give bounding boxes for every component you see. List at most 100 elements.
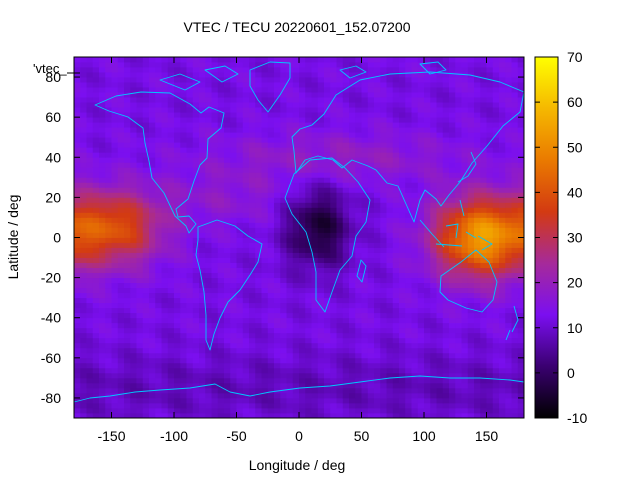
heatmap-cell xyxy=(424,297,431,304)
heatmap-cell xyxy=(424,292,431,299)
heatmap-cell xyxy=(80,162,87,168)
heatmap-cell xyxy=(180,327,187,334)
heatmap-cell xyxy=(305,232,312,238)
heatmap-cell xyxy=(180,322,187,329)
heatmap-cell xyxy=(349,282,356,289)
heatmap-cell xyxy=(161,257,169,263)
heatmap-cell xyxy=(467,412,475,419)
heatmap-cell xyxy=(342,252,350,258)
heatmap-cell xyxy=(274,322,281,329)
heatmap-cell xyxy=(505,137,512,143)
heatmap-cell xyxy=(392,312,400,319)
heatmap-cell xyxy=(74,267,81,273)
heatmap-cell xyxy=(224,247,231,253)
heatmap-cell xyxy=(199,412,206,419)
heatmap-cell xyxy=(199,252,206,258)
heatmap-cell xyxy=(155,327,162,334)
heatmap-cell xyxy=(186,327,194,334)
heatmap-cell xyxy=(317,142,325,148)
heatmap-cell xyxy=(511,147,519,153)
heatmap-cell xyxy=(361,172,369,178)
heatmap-cell xyxy=(517,117,525,123)
heatmap-cell xyxy=(374,362,381,369)
heatmap-cell xyxy=(74,167,81,173)
heatmap-cell xyxy=(311,162,319,168)
heatmap-cell xyxy=(411,307,419,314)
heatmap-cell xyxy=(292,397,300,404)
heatmap-cell xyxy=(242,227,250,233)
heatmap-cell xyxy=(380,92,387,98)
heatmap-cell xyxy=(467,77,475,83)
heatmap-cell xyxy=(367,382,375,389)
heatmap-cell xyxy=(149,367,156,374)
heatmap-cell xyxy=(442,317,450,324)
heatmap-cell xyxy=(486,232,494,238)
heatmap-cell xyxy=(255,342,262,349)
heatmap-cell xyxy=(317,317,325,324)
heatmap-cell xyxy=(499,317,506,324)
heatmap-cell xyxy=(367,342,375,349)
heatmap-cell xyxy=(167,87,175,93)
heatmap-cell xyxy=(505,287,512,294)
heatmap-cell xyxy=(92,317,100,324)
heatmap-cell xyxy=(80,252,87,258)
heatmap-cell xyxy=(380,82,387,88)
heatmap-cell xyxy=(455,82,462,88)
heatmap-cell xyxy=(436,262,444,268)
heatmap-cell xyxy=(99,342,106,349)
heatmap-cell xyxy=(180,302,187,309)
heatmap-cell xyxy=(99,412,106,419)
heatmap-cell xyxy=(217,262,225,268)
heatmap-cell xyxy=(361,207,369,213)
heatmap-cell xyxy=(399,237,406,243)
heatmap-cell xyxy=(155,307,162,314)
heatmap-cell xyxy=(99,192,106,198)
heatmap-cell xyxy=(467,197,475,203)
heatmap-cell xyxy=(386,342,394,349)
heatmap-cell xyxy=(74,327,81,334)
heatmap-cell xyxy=(342,222,350,228)
heatmap-cell xyxy=(367,392,375,399)
heatmap-cell xyxy=(92,82,100,88)
heatmap-cell xyxy=(511,257,519,263)
heatmap-cell xyxy=(392,257,400,263)
heatmap-cell xyxy=(417,257,425,263)
heatmap-cell xyxy=(292,352,300,359)
heatmap-cell xyxy=(430,302,437,309)
heatmap-cell xyxy=(499,402,506,409)
heatmap-cell xyxy=(386,382,394,389)
heatmap-cell xyxy=(211,82,219,88)
heatmap-cell xyxy=(205,172,212,178)
heatmap-cell xyxy=(367,237,375,243)
heatmap-cell xyxy=(317,167,325,173)
heatmap-cell xyxy=(167,377,175,384)
heatmap-cell xyxy=(224,72,231,78)
heatmap-cell xyxy=(461,272,469,279)
heatmap-cell xyxy=(117,132,125,138)
heatmap-cell xyxy=(267,272,275,279)
heatmap-cell xyxy=(361,127,369,133)
heatmap-cell xyxy=(105,222,112,228)
heatmap-cell xyxy=(111,202,119,208)
heatmap-cell xyxy=(255,297,262,304)
heatmap-cell xyxy=(86,267,94,273)
heatmap-cell xyxy=(217,292,225,299)
heatmap-cell xyxy=(361,332,369,339)
heatmap-cell xyxy=(86,127,94,133)
heatmap-cell xyxy=(105,182,112,188)
heatmap-cell xyxy=(480,237,487,243)
heatmap-cell xyxy=(480,292,487,299)
heatmap-cell xyxy=(105,362,112,369)
heatmap-cell xyxy=(492,97,500,103)
heatmap-cell xyxy=(236,257,244,263)
heatmap-cell xyxy=(174,107,181,113)
heatmap-cell xyxy=(261,247,269,253)
heatmap-cell xyxy=(261,182,269,188)
heatmap-cell xyxy=(105,277,112,284)
heatmap-cell xyxy=(492,87,500,93)
heatmap-cell xyxy=(99,242,106,248)
heatmap-cell xyxy=(361,187,369,193)
heatmap-cell xyxy=(392,392,400,399)
heatmap-cell xyxy=(349,172,356,178)
heatmap-cell xyxy=(311,312,319,319)
